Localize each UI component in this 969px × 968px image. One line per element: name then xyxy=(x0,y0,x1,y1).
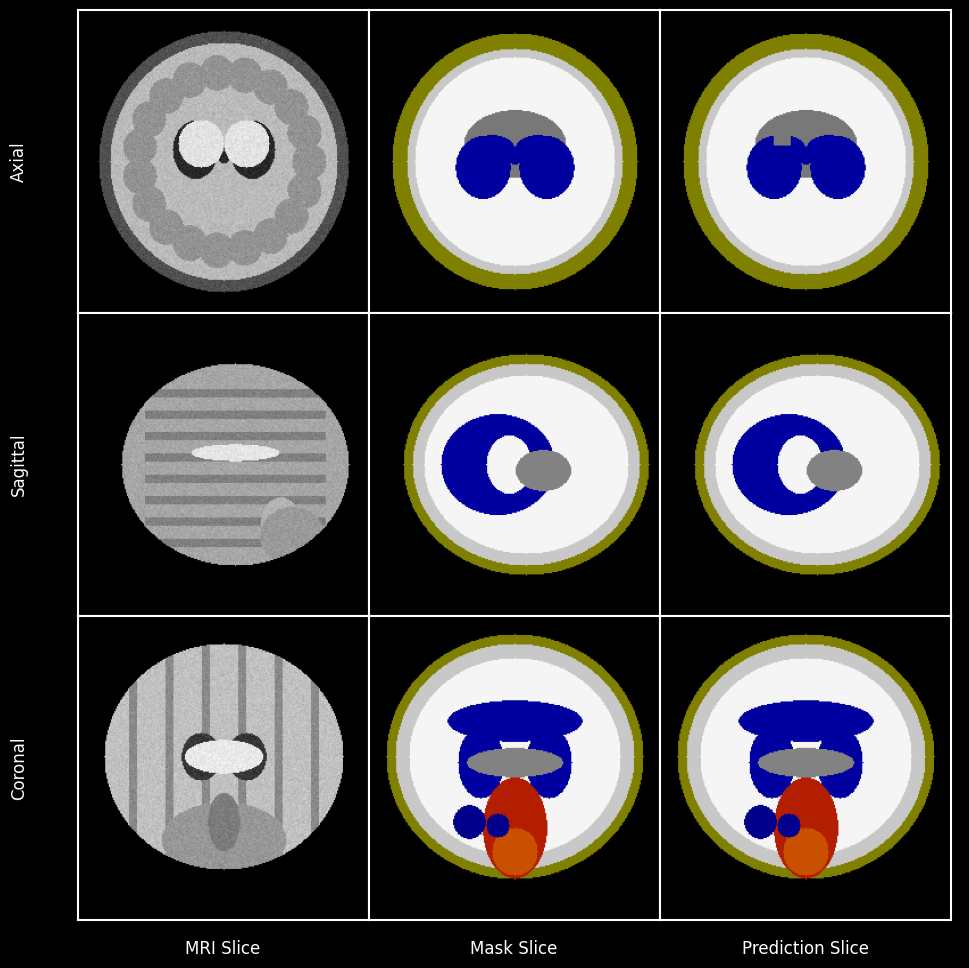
Text: Sagittal: Sagittal xyxy=(10,433,28,497)
Text: Axial: Axial xyxy=(10,141,28,182)
Text: MRI Slice: MRI Slice xyxy=(185,940,261,957)
Text: Mask Slice: Mask Slice xyxy=(470,940,557,957)
Text: Prediction Slice: Prediction Slice xyxy=(741,940,867,957)
Text: Coronal: Coronal xyxy=(10,737,28,800)
